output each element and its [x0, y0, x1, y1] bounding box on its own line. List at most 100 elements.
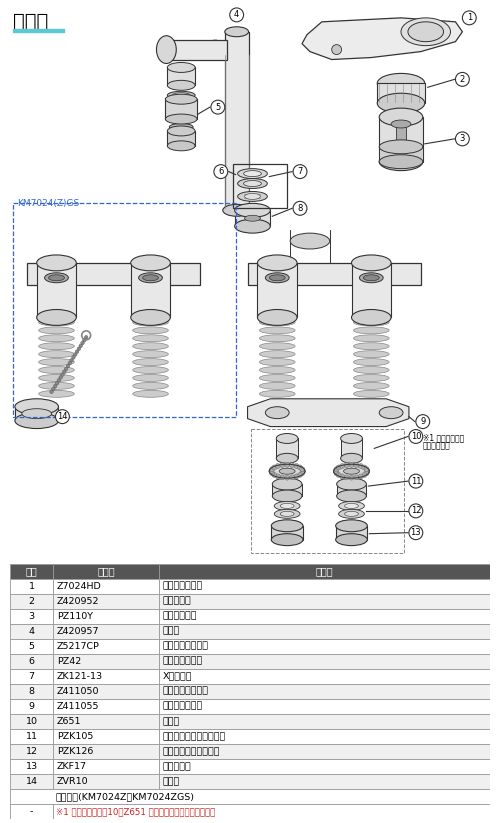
Ellipse shape [272, 478, 302, 490]
Ellipse shape [36, 309, 76, 325]
Ellipse shape [274, 501, 300, 510]
Circle shape [59, 376, 62, 379]
Text: 逆止弁: 逆止弁 [162, 717, 180, 726]
Ellipse shape [225, 27, 248, 37]
Bar [159, 579, 490, 593]
Ellipse shape [270, 464, 305, 478]
Text: 10: 10 [410, 432, 421, 441]
Bar [10, 789, 490, 804]
Ellipse shape [379, 140, 423, 154]
Bar [53, 729, 159, 744]
Circle shape [64, 367, 68, 370]
Ellipse shape [354, 342, 389, 350]
Ellipse shape [244, 193, 260, 199]
Ellipse shape [377, 73, 425, 93]
Ellipse shape [260, 327, 295, 334]
Ellipse shape [340, 434, 362, 444]
Ellipse shape [38, 327, 74, 334]
Circle shape [340, 474, 344, 479]
Ellipse shape [166, 114, 197, 124]
Circle shape [68, 361, 71, 365]
Ellipse shape [260, 390, 295, 398]
Bar [10, 669, 53, 684]
Ellipse shape [36, 255, 76, 271]
Ellipse shape [352, 255, 391, 271]
Text: ZK121-13: ZK121-13 [57, 672, 103, 681]
Text: PZK105: PZK105 [57, 732, 94, 741]
Text: 4: 4 [28, 627, 34, 636]
Bar [10, 804, 53, 819]
Bar [272, 526, 303, 540]
Ellipse shape [48, 275, 64, 281]
Bar [225, 32, 248, 211]
Text: 2: 2 [28, 597, 34, 606]
Circle shape [60, 373, 64, 376]
Circle shape [74, 353, 77, 356]
Text: 分解図: 分解図 [13, 12, 48, 31]
Circle shape [298, 465, 302, 470]
Ellipse shape [38, 335, 74, 342]
Circle shape [56, 410, 70, 424]
Text: カートリッジ: カートリッジ [162, 611, 197, 621]
Text: 7: 7 [28, 672, 34, 681]
Text: 3: 3 [28, 611, 34, 621]
Text: パイプジョイント: パイプジョイント [162, 687, 208, 695]
Circle shape [344, 475, 349, 480]
Text: Z411055: Z411055 [57, 702, 100, 711]
Ellipse shape [336, 520, 368, 532]
Circle shape [294, 474, 299, 479]
Ellipse shape [38, 383, 74, 389]
Text: 6: 6 [218, 167, 224, 176]
Ellipse shape [266, 272, 289, 283]
Bar [53, 639, 159, 653]
Ellipse shape [244, 170, 262, 177]
Ellipse shape [234, 203, 270, 217]
Ellipse shape [132, 390, 168, 398]
Text: 6: 6 [28, 657, 34, 666]
Circle shape [300, 467, 304, 472]
Ellipse shape [354, 327, 389, 334]
Circle shape [332, 44, 342, 54]
Ellipse shape [130, 255, 170, 271]
Text: ZKF17: ZKF17 [57, 762, 87, 771]
Ellipse shape [132, 366, 168, 374]
Circle shape [456, 72, 469, 86]
Bar [336, 484, 366, 496]
Polygon shape [248, 399, 409, 426]
Ellipse shape [138, 272, 162, 283]
Bar [10, 593, 53, 609]
Text: 番号: 番号 [26, 566, 38, 576]
Circle shape [214, 165, 228, 179]
Bar [159, 744, 490, 759]
Text: アングル接続パッキン: アングル接続パッキン [162, 746, 220, 756]
Ellipse shape [391, 120, 411, 128]
Ellipse shape [223, 204, 250, 216]
Circle shape [364, 467, 369, 472]
Text: PZ110Y: PZ110Y [57, 611, 93, 621]
Circle shape [340, 463, 344, 468]
Circle shape [272, 472, 277, 477]
Bar [159, 653, 490, 669]
Bar [10, 564, 53, 579]
Ellipse shape [336, 533, 368, 546]
Bar [159, 624, 490, 639]
Bar [234, 211, 270, 226]
Ellipse shape [344, 504, 358, 509]
Bar [396, 124, 406, 149]
Ellipse shape [379, 153, 423, 170]
Bar [53, 624, 159, 639]
Circle shape [349, 463, 354, 467]
Ellipse shape [260, 335, 295, 342]
Text: 5: 5 [28, 642, 34, 651]
Ellipse shape [132, 351, 168, 358]
Ellipse shape [166, 95, 197, 105]
Ellipse shape [272, 520, 303, 532]
Text: 12: 12 [410, 506, 421, 515]
Circle shape [300, 471, 304, 476]
Bar [13, 29, 64, 32]
Circle shape [66, 365, 70, 368]
Text: PZK126: PZK126 [57, 746, 94, 756]
Ellipse shape [364, 275, 379, 281]
Bar [258, 263, 297, 318]
Bar [53, 774, 159, 789]
